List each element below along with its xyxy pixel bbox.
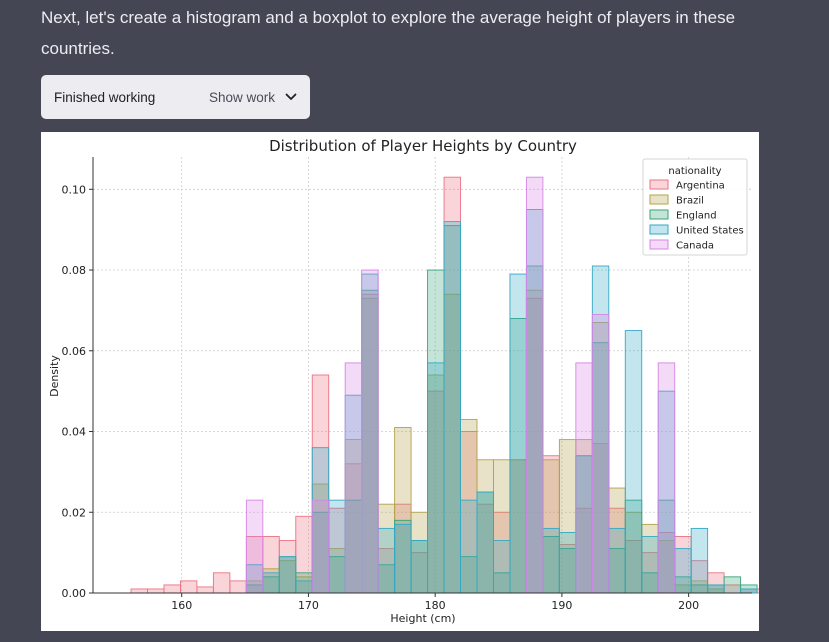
histogram-chart: 160 170 180 190 200 0.00 0.02 0.04 0.06 0.08 0.10 … [41, 132, 759, 631]
work-panel: Finished working Show work [41, 75, 310, 119]
legend-label: United States [676, 226, 744, 237]
histogram-bar [460, 499, 478, 594]
y-tick-label: 0.10 [62, 183, 87, 196]
x-tick-label: 180 [425, 599, 446, 612]
legend-swatch [649, 224, 669, 235]
legend-label: Canada [676, 241, 714, 252]
legend-swatch [649, 194, 669, 205]
histogram-bar [410, 540, 429, 594]
histogram-bar [163, 584, 181, 594]
legend: nationality Argentina Brazil England United… [642, 158, 748, 256]
series-canada [245, 176, 676, 594]
legend-title: nationality [668, 166, 721, 177]
legend-swatch [649, 179, 669, 190]
x-tick-label: 160 [171, 599, 192, 612]
chevron-down-icon [285, 93, 297, 100]
histogram-bar [212, 572, 231, 594]
histogram-bar [427, 362, 445, 594]
histogram-bar [443, 221, 461, 594]
histogram-bar [295, 580, 313, 594]
histogram-bar [196, 586, 214, 594]
y-tick-label: 0.04 [62, 426, 87, 439]
histogram-bar [245, 499, 264, 594]
histogram-bar [525, 176, 544, 594]
assistant-message: Next, let's create a histogram and a box… [41, 8, 736, 58]
series-united-states [245, 209, 758, 594]
y-tick-label: 0.06 [62, 345, 87, 358]
histogram-bar [262, 572, 280, 594]
histogram-bar [657, 362, 676, 594]
x-tick-label: 200 [678, 599, 699, 612]
histogram-bar [591, 313, 610, 594]
y-tick-label: 0.00 [62, 587, 87, 600]
histogram-bar [707, 584, 725, 594]
histogram-bar [147, 588, 165, 594]
histogram-bar [723, 576, 742, 594]
histogram-bar [394, 523, 412, 594]
axes: 160 170 180 190 200 0.00 0.02 0.04 0.06 0.08 0.10 [62, 157, 752, 612]
histogram-bar [493, 540, 511, 594]
histogram-bar [690, 527, 709, 594]
histogram-bar [575, 362, 593, 594]
chart-title: Distribution of Player Heights by Countr… [269, 137, 577, 155]
histogram-bar [674, 548, 692, 594]
work-status: Finished working [54, 89, 156, 105]
legend-label: Brazil [676, 196, 704, 207]
histogram-bar [361, 269, 379, 594]
y-tick-label: 0.08 [62, 264, 87, 277]
histogram-bar [311, 499, 330, 594]
histogram-bar [130, 588, 148, 594]
series-argentina [130, 176, 759, 594]
histogram-bar [509, 273, 527, 594]
y-tick-label: 0.02 [62, 506, 87, 519]
show-work-label: Show work [208, 89, 275, 105]
histogram-bar [542, 527, 560, 594]
histogram-bar [328, 499, 346, 594]
histogram-bar [740, 588, 758, 594]
x-axis-label: Height (cm) [390, 612, 455, 625]
legend-label: Argentina [676, 181, 725, 192]
show-work-button[interactable]: Show work [209, 90, 297, 105]
histogram-bar [278, 556, 297, 594]
y-axis-label: Density [48, 355, 61, 397]
x-tick-label: 170 [298, 599, 319, 612]
x-tick-label: 190 [551, 599, 572, 612]
histogram-bar [624, 330, 643, 594]
legend-swatch [649, 209, 669, 220]
series-brazil [245, 289, 725, 594]
histogram-svg: 160 170 180 190 2000.000.020.040.060.080.10 … [48, 137, 759, 625]
histogram-bars [130, 176, 759, 594]
histogram-bar [179, 580, 198, 594]
histogram-bar [476, 491, 494, 594]
histogram-bar [377, 527, 396, 594]
histogram-bar [344, 362, 363, 594]
histogram-bar [641, 536, 659, 594]
histogram-bar [229, 580, 247, 594]
histogram-bar [608, 527, 626, 594]
legend-swatch [649, 239, 669, 250]
legend-label: England [676, 211, 717, 222]
histogram-bar [558, 531, 577, 594]
